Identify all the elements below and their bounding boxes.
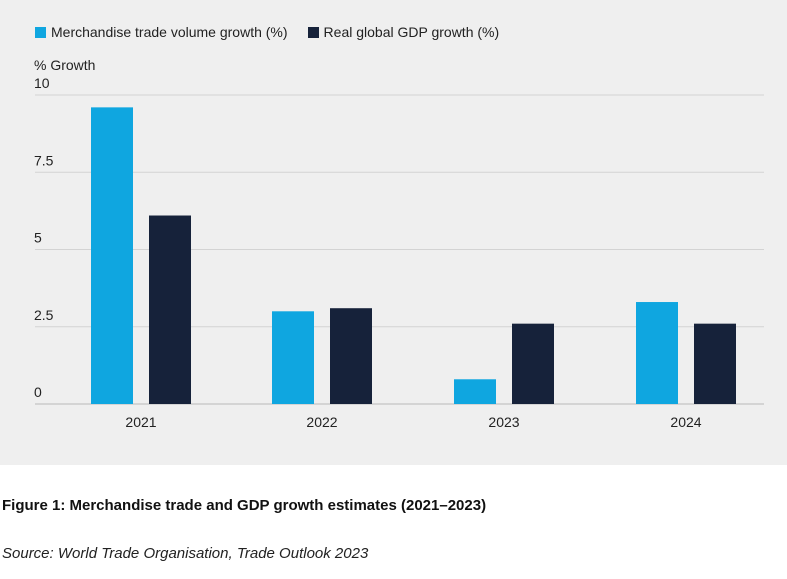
chart-legend: Merchandise trade volume growth (%) Real… [35,24,519,40]
x-tick-label: 2023 [488,414,519,430]
figure-source: Source: World Trade Organisation, Trade … [2,545,369,562]
chart-panel: Merchandise trade volume growth (%) Real… [0,0,787,465]
bar-trade-2022 [272,311,314,404]
legend-swatch-gdp [307,26,319,38]
bar-chart: 0 2.5 5 7.5 10 2021 2022 2023 2024 [34,75,764,430]
x-tick-label: 2024 [670,414,701,430]
figure-caption: Figure 1: Merchandise trade and GDP grow… [2,497,487,514]
bar-gdp-2022 [330,308,372,404]
legend-swatch-trade [35,26,46,38]
y-tick-label: 5 [34,230,42,246]
y-tick-label: 10 [34,75,50,91]
bar-trade-2023 [454,379,496,404]
bar-gdp-2023 [512,323,554,404]
bar-trade-2024 [636,302,678,404]
x-tick-label: 2022 [306,414,337,430]
y-tick-label: 7.5 [34,152,54,168]
legend-item-gdp: Real global GDP growth (%) [307,24,500,40]
y-tick-label: 0 [34,384,42,400]
legend-item-trade: Merchandise trade volume growth (%) [35,24,288,40]
bar-trade-2021 [91,107,133,405]
legend-label-trade: Merchandise trade volume growth (%) [51,24,288,40]
y-axis-label: % Growth [34,57,96,73]
y-tick-label: 2.5 [34,307,54,323]
bar-gdp-2021 [149,215,191,404]
x-tick-label: 2021 [125,414,156,430]
legend-label-gdp: Real global GDP growth (%) [323,24,500,40]
bar-gdp-2024 [694,323,736,404]
